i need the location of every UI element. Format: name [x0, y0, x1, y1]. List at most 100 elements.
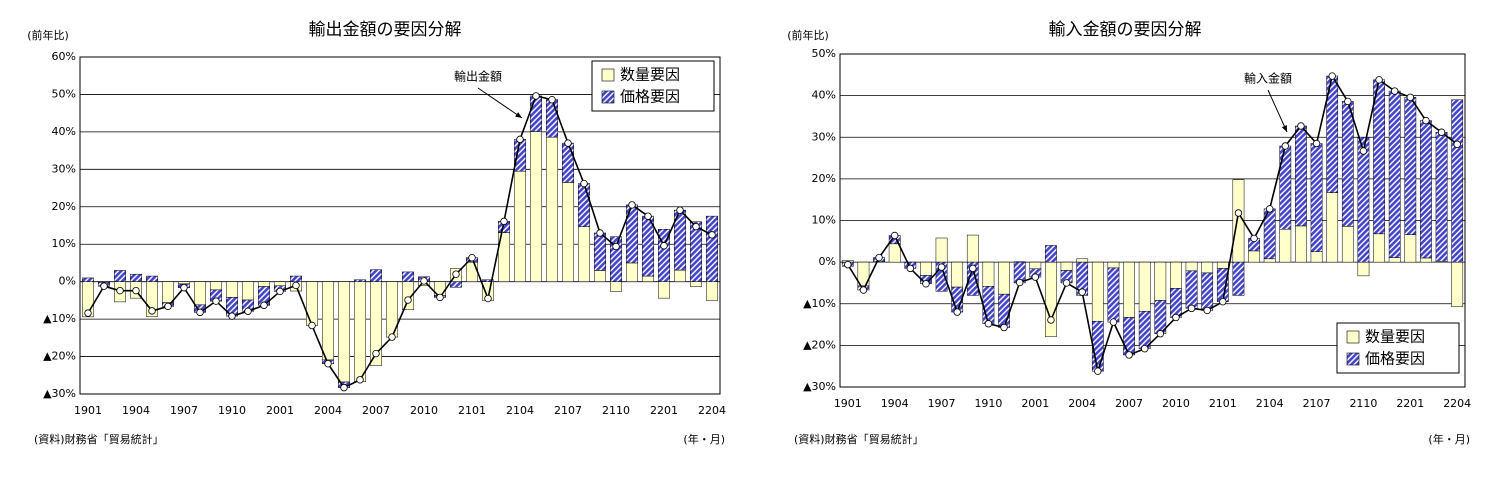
bar	[1232, 261, 1245, 296]
bar	[966, 234, 979, 263]
bar	[529, 95, 543, 132]
bar	[951, 261, 964, 288]
bar	[353, 279, 367, 282]
y-tick-label: 0%	[819, 255, 836, 268]
bar	[1138, 310, 1151, 349]
y-tick-label: ▲20%	[43, 350, 76, 363]
x-tick-label: 2101	[458, 404, 486, 417]
line-marker	[1312, 139, 1321, 148]
line-marker	[1109, 318, 1118, 326]
line-marker	[1297, 122, 1305, 130]
line-marker	[1172, 313, 1180, 322]
bar	[935, 237, 948, 263]
legend-label: 価格要因	[620, 88, 680, 106]
bar	[529, 131, 543, 282]
bar	[625, 262, 639, 282]
x-tick-label: 1910	[218, 404, 246, 417]
line-marker	[244, 307, 252, 315]
legend-swatch	[1346, 352, 1360, 366]
bar	[1341, 101, 1354, 227]
bar	[657, 281, 671, 299]
bar	[1170, 288, 1182, 318]
bar	[1279, 145, 1292, 230]
x-tick-label: 2110	[602, 404, 630, 417]
y-tick-label: 20%	[812, 172, 836, 185]
line-marker	[1015, 278, 1024, 287]
y-tick-label: 50%	[812, 47, 836, 60]
chart-title: 輸入金額の要因分解	[1049, 20, 1202, 40]
bar	[657, 228, 671, 282]
x-tick-label: 2204	[698, 404, 726, 417]
line-marker	[116, 286, 124, 295]
x-tick-label: 1907	[928, 397, 956, 410]
bar	[982, 286, 995, 324]
y-tick-label: ▲10%	[803, 297, 836, 310]
bar	[161, 281, 175, 303]
bar	[1420, 257, 1432, 263]
bar	[1060, 261, 1073, 271]
line-marker	[180, 283, 188, 292]
bar	[561, 142, 575, 183]
bar	[982, 261, 995, 287]
line-marker	[148, 307, 156, 315]
bar	[369, 269, 383, 282]
bar	[1420, 120, 1432, 259]
bar	[1216, 261, 1229, 269]
bar	[673, 269, 687, 282]
bar	[935, 261, 948, 292]
bar	[225, 281, 239, 298]
bar	[449, 281, 463, 288]
line-marker	[164, 302, 172, 311]
x-tick-label: 2010	[1162, 397, 1190, 410]
line-annotation: 輸出金額	[454, 69, 502, 84]
line-marker	[100, 282, 108, 290]
bar	[257, 281, 271, 287]
bar	[609, 281, 623, 292]
bar	[593, 232, 607, 271]
bar	[1373, 79, 1385, 235]
y-tick-label: ▲20%	[803, 338, 836, 351]
x-tick-label: 2204	[1443, 397, 1471, 410]
line-marker	[1078, 288, 1086, 296]
x-tick-label: 2110	[1349, 397, 1377, 410]
line-marker	[372, 349, 380, 358]
bar	[1435, 132, 1448, 262]
bar	[1123, 317, 1135, 356]
line-marker	[1281, 142, 1290, 150]
x-tick-label: 2101	[1209, 397, 1237, 410]
bar	[129, 273, 143, 282]
line-marker	[260, 301, 268, 309]
y-tick-label: 10%	[812, 214, 836, 227]
bar	[1341, 226, 1354, 263]
plot-area	[79, 56, 721, 395]
bar	[209, 281, 223, 291]
bar	[1185, 261, 1198, 272]
line-marker	[308, 321, 316, 330]
line-marker	[660, 242, 668, 250]
line-marker	[500, 217, 508, 226]
bar	[1310, 251, 1323, 263]
legend-swatch	[601, 68, 615, 82]
bar	[1404, 97, 1417, 235]
line-marker	[420, 277, 428, 285]
y-tick-label: 40%	[52, 125, 76, 138]
bar	[920, 261, 932, 276]
line-marker	[564, 139, 572, 147]
bar	[1388, 257, 1401, 263]
y-tick-label: 20%	[52, 200, 76, 213]
line-marker	[1203, 306, 1211, 315]
line-marker	[1125, 351, 1133, 359]
line-marker	[1250, 234, 1258, 243]
line-marker	[1234, 209, 1243, 217]
annotation-arrow	[477, 87, 523, 119]
bar	[1248, 250, 1260, 263]
x-tick-label: 1901	[834, 397, 862, 410]
line-marker	[1140, 345, 1149, 353]
bar	[1216, 268, 1229, 302]
bar	[689, 221, 703, 282]
x-tick-label: 1904	[122, 404, 150, 417]
line-marker	[859, 286, 868, 294]
y-tick-label: 10%	[52, 237, 76, 250]
line-marker	[596, 229, 604, 237]
bar	[593, 270, 607, 282]
